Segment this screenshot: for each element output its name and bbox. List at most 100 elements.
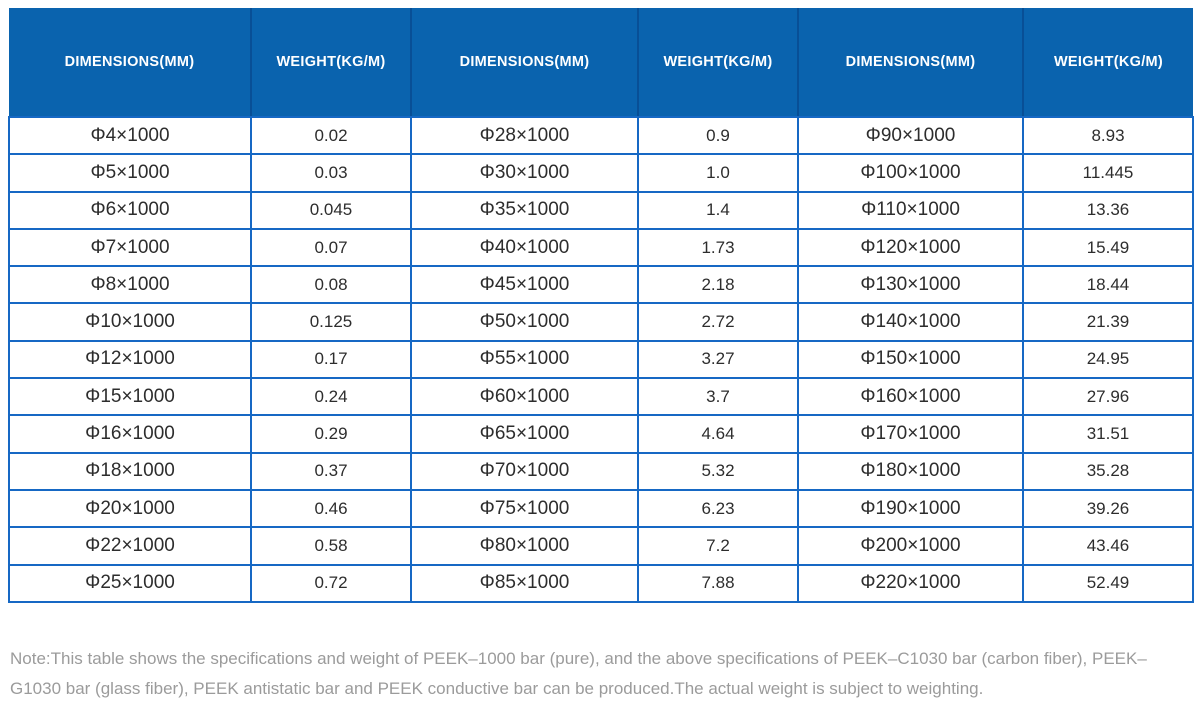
weight-cell: 39.26 xyxy=(1022,488,1194,529)
weight-cell: 0.08 xyxy=(250,265,412,305)
weight-cell: 0.045 xyxy=(250,190,412,230)
dimension-cell: Φ220×1000 xyxy=(797,563,1024,603)
weight-cell: 0.72 xyxy=(250,563,412,603)
dimension-cell: Φ150×1000 xyxy=(797,339,1024,380)
weight-cell: 31.51 xyxy=(1022,414,1194,454)
dimension-cell: Φ45×1000 xyxy=(410,265,639,305)
weight-cell: 21.39 xyxy=(1022,302,1194,342)
dimension-cell: Φ22×1000 xyxy=(8,526,252,566)
dimension-cell: Φ70×1000 xyxy=(410,451,639,491)
dimension-cell: Φ7×1000 xyxy=(8,227,252,268)
dimension-cell: Φ55×1000 xyxy=(410,339,639,380)
dimension-cell: Φ40×1000 xyxy=(410,227,639,268)
dimension-cell: Φ75×1000 xyxy=(410,488,639,529)
weight-cell: 18.44 xyxy=(1022,265,1194,305)
weight-cell: 0.37 xyxy=(250,451,412,491)
weight-cell: 7.88 xyxy=(637,563,799,603)
dimension-cell: Φ170×1000 xyxy=(797,414,1024,454)
weight-cell: 0.46 xyxy=(250,488,412,529)
weight-cell: 3.7 xyxy=(637,377,799,417)
table-row: Φ20×1000 0.46 Φ75×1000 6.23 Φ190×1000 39.26 xyxy=(8,488,1194,529)
dimension-cell: Φ30×1000 xyxy=(410,153,639,193)
table-row: Φ4×1000 0.02 Φ28×1000 0.9 Φ90×1000 8.93 xyxy=(8,115,1194,156)
dimension-cell: Φ110×1000 xyxy=(797,190,1024,230)
header-weight-1: WEIGHT(KG/M) xyxy=(250,8,412,118)
weight-cell: 0.9 xyxy=(637,115,799,156)
dimension-cell: Φ5×1000 xyxy=(8,153,252,193)
table-row: Φ22×1000 0.58 Φ80×1000 7.2 Φ200×1000 43.46 xyxy=(8,526,1194,566)
weight-cell: 52.49 xyxy=(1022,563,1194,603)
dimension-cell: Φ130×1000 xyxy=(797,265,1024,305)
weight-cell: 11.445 xyxy=(1022,153,1194,193)
dimension-cell: Φ28×1000 xyxy=(410,115,639,156)
dimension-cell: Φ60×1000 xyxy=(410,377,639,417)
weight-cell: 43.46 xyxy=(1022,526,1194,566)
table-row: Φ8×1000 0.08 Φ45×1000 2.18 Φ130×1000 18.44 xyxy=(8,265,1194,305)
table-row: Φ10×1000 0.125 Φ50×1000 2.72 Φ140×1000 21.39 xyxy=(8,302,1194,342)
header-dimensions-3: DIMENSIONS(MM) xyxy=(797,8,1024,118)
weight-cell: 2.18 xyxy=(637,265,799,305)
table-row: Φ25×1000 0.72 Φ85×1000 7.88 Φ220×1000 52.49 xyxy=(8,563,1194,603)
dimension-cell: Φ90×1000 xyxy=(797,115,1024,156)
table-row: Φ15×1000 0.24 Φ60×1000 3.7 Φ160×1000 27.96 xyxy=(8,377,1194,417)
dimension-cell: Φ16×1000 xyxy=(8,414,252,454)
table-row: Φ6×1000 0.045 Φ35×1000 1.4 Φ110×1000 13.36 xyxy=(8,190,1194,230)
weight-cell: 4.64 xyxy=(637,414,799,454)
weight-cell: 8.93 xyxy=(1022,115,1194,156)
dimension-cell: Φ10×1000 xyxy=(8,302,252,342)
dimension-cell: Φ100×1000 xyxy=(797,153,1024,193)
table-body: Φ4×1000 0.02 Φ28×1000 0.9 Φ90×1000 8.93 Φ5×100… xyxy=(8,115,1194,603)
dimension-cell: Φ85×1000 xyxy=(410,563,639,603)
weight-cell: 13.36 xyxy=(1022,190,1194,230)
dimension-cell: Φ140×1000 xyxy=(797,302,1024,342)
dimension-cell: Φ160×1000 xyxy=(797,377,1024,417)
dimension-cell: Φ20×1000 xyxy=(8,488,252,529)
dimension-cell: Φ18×1000 xyxy=(8,451,252,491)
dimension-cell: Φ80×1000 xyxy=(410,526,639,566)
header-weight-2: WEIGHT(KG/M) xyxy=(637,8,799,118)
table-row: Φ5×1000 0.03 Φ30×1000 1.0 Φ100×1000 11.445 xyxy=(8,153,1194,193)
weight-cell: 35.28 xyxy=(1022,451,1194,491)
dimension-cell: Φ190×1000 xyxy=(797,488,1024,529)
weight-cell: 0.02 xyxy=(250,115,412,156)
dimension-cell: Φ65×1000 xyxy=(410,414,639,454)
weight-cell: 1.0 xyxy=(637,153,799,193)
weight-cell: 2.72 xyxy=(637,302,799,342)
table-note: Note:This table shows the specifications… xyxy=(10,649,1147,698)
header-weight-3: WEIGHT(KG/M) xyxy=(1022,8,1193,118)
table-row: Φ18×1000 0.37 Φ70×1000 5.32 Φ180×1000 35.28 xyxy=(8,451,1194,491)
table-row: Φ12×1000 0.17 Φ55×1000 3.27 Φ150×1000 24.95 xyxy=(8,339,1194,380)
weight-cell: 1.4 xyxy=(637,190,799,230)
dimension-cell: Φ6×1000 xyxy=(8,190,252,230)
weight-cell: 3.27 xyxy=(637,339,799,380)
spec-table: DIMENSIONS(MM) WEIGHT(KG/M) DIMENSIONS(M… xyxy=(8,8,1194,603)
dimension-cell: Φ12×1000 xyxy=(8,339,252,380)
dimension-cell: Φ4×1000 xyxy=(8,115,252,156)
dimension-cell: Φ25×1000 xyxy=(8,563,252,603)
table-row: Φ16×1000 0.29 Φ65×1000 4.64 Φ170×1000 31.51 xyxy=(8,414,1194,454)
weight-cell: 0.17 xyxy=(250,339,412,380)
weight-cell: 0.58 xyxy=(250,526,412,566)
weight-cell: 0.07 xyxy=(250,227,412,268)
weight-cell: 0.03 xyxy=(250,153,412,193)
weight-cell: 7.2 xyxy=(637,526,799,566)
weight-cell: 15.49 xyxy=(1022,227,1194,268)
dimension-cell: Φ120×1000 xyxy=(797,227,1024,268)
weight-cell: 1.73 xyxy=(637,227,799,268)
header-dimensions-2: DIMENSIONS(MM) xyxy=(410,8,639,118)
dimension-cell: Φ200×1000 xyxy=(797,526,1024,566)
table-row: Φ7×1000 0.07 Φ40×1000 1.73 Φ120×1000 15.49 xyxy=(8,227,1194,268)
table-header-row: DIMENSIONS(MM) WEIGHT(KG/M) DIMENSIONS(M… xyxy=(9,8,1193,118)
weight-cell: 24.95 xyxy=(1022,339,1194,380)
dimension-cell: Φ180×1000 xyxy=(797,451,1024,491)
weight-cell: 0.29 xyxy=(250,414,412,454)
weight-cell: 6.23 xyxy=(637,488,799,529)
dimension-cell: Φ15×1000 xyxy=(8,377,252,417)
dimension-cell: Φ35×1000 xyxy=(410,190,639,230)
dimension-cell: Φ8×1000 xyxy=(8,265,252,305)
weight-cell: 0.24 xyxy=(250,377,412,417)
dimension-cell: Φ50×1000 xyxy=(410,302,639,342)
header-dimensions-1: DIMENSIONS(MM) xyxy=(9,8,252,118)
weight-cell: 0.125 xyxy=(250,302,412,342)
